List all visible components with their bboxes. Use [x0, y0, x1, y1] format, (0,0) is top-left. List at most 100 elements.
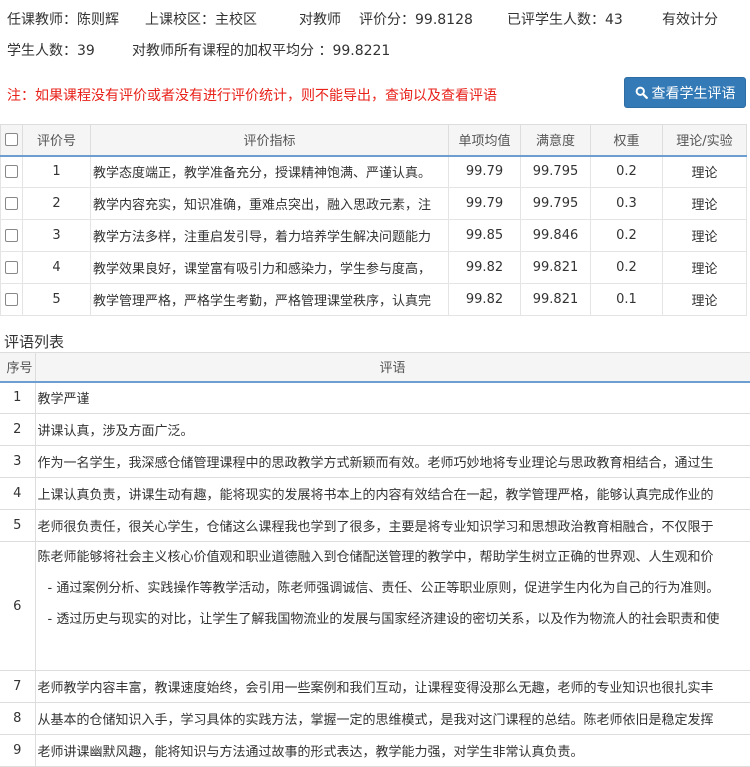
comment-line: 教学严谨 — [37, 392, 90, 408]
comment-line: - 透过历史与现实的对比，让学生了解我国物流业的发展与国家经济建设的密切关系，以… — [47, 612, 720, 627]
indicator-type: 理论 — [662, 187, 747, 220]
indicator-id: 1 — [22, 155, 91, 188]
view-comments-label: 查看学生评语 — [651, 85, 736, 102]
teacher-name: 任课教师：陈则辉 — [7, 12, 119, 28]
indicator-text: 教学效果良好，课堂富有吸引力和感染力，学生参与度高， — [90, 251, 449, 284]
export-note: 注：如果课程没有评价或者没有进行评价统计，则不能导出，查询以及查看评语 — [7, 88, 497, 104]
comment-seq: 4 — [0, 477, 36, 510]
indicator-text: 教学方法多样，注重启发引导，着力培养学生解决问题能力 — [90, 219, 449, 252]
indicator-satisfaction: 99.795 — [520, 187, 591, 220]
indicator-satisfaction: 99.821 — [520, 283, 591, 316]
row-checkbox[interactable] — [0, 283, 23, 316]
indicator-row[interactable]: 2 教学内容充实，知识准确，重难点突出，融入思政元素，注 99.79 99.79… — [0, 187, 747, 220]
comment-row: 3 作为一名学生，我深感仓储管理课程中的思政教学方式新颖而有效。老师巧妙地将专业… — [0, 445, 750, 478]
comments-title: 评语列表 — [4, 333, 65, 351]
comment-row: 5 老师很负责任，很关心学生，仓储这么课程我也学到了很多，主要是将专业知识学习和… — [0, 509, 750, 542]
comment-line: 从基本的仓储知识入手，学习具体的实践方法，掌握一定的思维模式，是我对这门课程的总… — [37, 713, 714, 728]
comment-line: 老师讲课幽默风趣，能将知识与方法通过故事的形式表达，教学能力强，对学生非常认真负… — [37, 745, 584, 760]
comment-text: 老师教学内容丰富，教课速度始终，会引用一些案例和我们互动，让课程变得没那么无趣，… — [35, 670, 750, 703]
indicator-average: 99.82 — [448, 251, 521, 284]
rated-student-count: 已评学生人数：43 — [507, 12, 623, 28]
indicator-type: 理论 — [662, 251, 747, 284]
weighted-average: 对教师所有课程的加权平均分 ：99.8221 — [132, 43, 391, 59]
comment-line: 讲课认真，涉及方面广泛。 — [37, 424, 194, 439]
indicator-weight: 0.3 — [590, 187, 663, 220]
comment-text: 从基本的仓储知识入手，学习具体的实践方法，掌握一定的思维模式，是我对这门课程的总… — [35, 702, 750, 735]
comment-seq: 1 — [0, 381, 36, 414]
comment-text: 老师很负责任，很关心学生，仓储这么课程我也学到了很多，主要是将专业知识学习和思想… — [35, 509, 750, 542]
row-checkbox[interactable] — [0, 155, 23, 188]
col-seq-label: 序号 — [6, 361, 33, 377]
comment-line: 上课认真负责，讲课生动有趣，能将现实的发展将书本上的内容有效结合在一起，教学管理… — [37, 488, 714, 503]
comments-table: 序号 评语 1 教学严谨 2 讲课认真，涉及方面广泛。 3 作为一名学生，我深感仓储… — [0, 352, 750, 767]
valid-student-count: 学生人数：39 — [7, 43, 95, 59]
comment-text: 教学严谨 — [35, 381, 750, 414]
comment-row: 7 老师教学内容丰富，教课速度始终，会引用一些案例和我们互动，让课程变得没那么无… — [0, 670, 750, 703]
campus: 上课校区：主校区 — [145, 12, 257, 28]
valid-count-label: 有效计分 — [662, 12, 718, 28]
row-checkbox[interactable] — [0, 187, 23, 220]
view-comments-button[interactable]: 查看学生评语 — [624, 77, 746, 108]
indicator-average: 99.79 — [448, 155, 521, 188]
select-all-checkbox[interactable] — [0, 124, 23, 157]
comment-row: 4 上课认真负责，讲课生动有趣，能将现实的发展将书本上的内容有效结合在一起，教学… — [0, 477, 750, 510]
indicator-id: 2 — [22, 187, 91, 220]
col-weight[interactable]: 权重 — [590, 124, 663, 157]
comment-seq: 3 — [0, 445, 36, 478]
indicator-row[interactable]: 3 教学方法多样，注重启发引导，着力培养学生解决问题能力 99.85 99.84… — [0, 219, 747, 252]
row-checkbox[interactable] — [0, 219, 23, 252]
indicator-row[interactable]: 1 教学态度端正，教学准备充分，授课精神饱满、严谨认真。 99.79 99.79… — [0, 155, 747, 188]
indicator-type: 理论 — [662, 219, 747, 252]
row-checkbox[interactable] — [0, 251, 23, 284]
comment-seq: 5 — [0, 509, 36, 542]
comment-text: 陈老师能够将社会主义核心价值观和职业道德融入到仓储配送管理的教学中，帮助学生树立… — [35, 541, 750, 671]
comment-row: 8 从基本的仓储知识入手，学习具体的实践方法，掌握一定的思维模式，是我对这门课程… — [0, 702, 750, 735]
col-type[interactable]: 理论/实验 — [662, 124, 747, 157]
indicator-text: 教学态度端正，教学准备充分，授课精神饱满、严谨认真。 — [90, 155, 449, 188]
indicator-weight: 0.2 — [590, 219, 663, 252]
indicator-satisfaction: 99.821 — [520, 251, 591, 284]
indicator-satisfaction: 99.795 — [520, 155, 591, 188]
indicator-average: 99.85 — [448, 219, 521, 252]
comment-line: 老师很负责任，很关心学生，仓储这么课程我也学到了很多，主要是将专业知识学习和思想… — [37, 520, 714, 535]
comment-row: 9 老师讲课幽默风趣，能将知识与方法通过故事的形式表达，教学能力强，对学生非常认… — [0, 734, 750, 767]
comment-line: 老师教学内容丰富，教课速度始终，会引用一些案例和我们互动，让课程变得没那么无趣，… — [37, 681, 714, 696]
comment-row: 1 教学严谨 — [0, 381, 750, 414]
col-average[interactable]: 单项均值 — [448, 124, 521, 157]
comment-text: 作为一名学生，我深感仓储管理课程中的思政教学方式新颖而有效。老师巧妙地将专业理论… — [35, 445, 750, 478]
indicator-row[interactable]: 5 教学管理严格，严格学生考勤，严格管理课堂秩序，认真完 99.82 99.82… — [0, 283, 747, 316]
comment-text: 讲课认真，涉及方面广泛。 — [35, 413, 750, 446]
indicator-type: 理论 — [662, 155, 747, 188]
comment-seq: 8 — [0, 702, 36, 735]
col-id[interactable]: 评价号 — [22, 124, 91, 157]
indicator-table: 评价号 评价指标 单项均值 满意度 权重 理论/实验 1 教学态度端正，教学准备… — [0, 124, 747, 316]
indicator-weight: 0.1 — [590, 283, 663, 316]
indicator-id: 5 — [22, 283, 91, 316]
indicator-weight: 0.2 — [590, 155, 663, 188]
comment-line: - 通过案例分析、实践操作等教学活动，陈老师强调诚信、责任、公正等职业原则，促进… — [47, 581, 720, 596]
comment-row: 6 陈老师能够将社会主义核心价值观和职业道德融入到仓储配送管理的教学中，帮助学生… — [0, 541, 750, 671]
score-label: 对教师 — [299, 12, 341, 28]
col-seq[interactable]: 序号 — [0, 352, 36, 383]
comment-text: 上课认真负责，讲课生动有趣，能将现实的发展将书本上的内容有效结合在一起，教学管理… — [35, 477, 750, 510]
comment-line: 陈老师能够将社会主义核心价值观和职业道德融入到仓储配送管理的教学中，帮助学生树立… — [37, 550, 714, 565]
col-indicator[interactable]: 评价指标 — [90, 124, 449, 157]
col-satisfaction[interactable]: 满意度 — [520, 124, 591, 157]
indicator-weight: 0.2 — [590, 251, 663, 284]
indicator-text: 教学内容充实，知识准确，重难点突出，融入思政元素，注 — [90, 187, 449, 220]
indicator-average: 99.79 — [448, 187, 521, 220]
indicator-id: 3 — [22, 219, 91, 252]
indicator-satisfaction: 99.846 — [520, 219, 591, 252]
indicator-text: 教学管理严格，严格学生考勤，严格管理课堂秩序，认真完 — [90, 283, 449, 316]
indicator-average: 99.82 — [448, 283, 521, 316]
comment-seq: 7 — [0, 670, 36, 703]
col-comment[interactable]: 评语 — [35, 352, 750, 383]
indicator-id: 4 — [22, 251, 91, 284]
comment-text: 老师讲课幽默风趣，能将知识与方法通过故事的形式表达，教学能力强，对学生非常认真负… — [35, 734, 750, 767]
comment-line: 作为一名学生，我深感仓储管理课程中的思政教学方式新颖而有效。老师巧妙地将专业理论… — [37, 456, 714, 471]
indicator-type: 理论 — [662, 283, 747, 316]
comment-seq: 6 — [0, 541, 36, 671]
indicator-row[interactable]: 4 教学效果良好，课堂富有吸引力和感染力，学生参与度高， 99.82 99.82… — [0, 251, 747, 284]
search-icon — [635, 86, 648, 99]
comment-row: 2 讲课认真，涉及方面广泛。 — [0, 413, 750, 446]
